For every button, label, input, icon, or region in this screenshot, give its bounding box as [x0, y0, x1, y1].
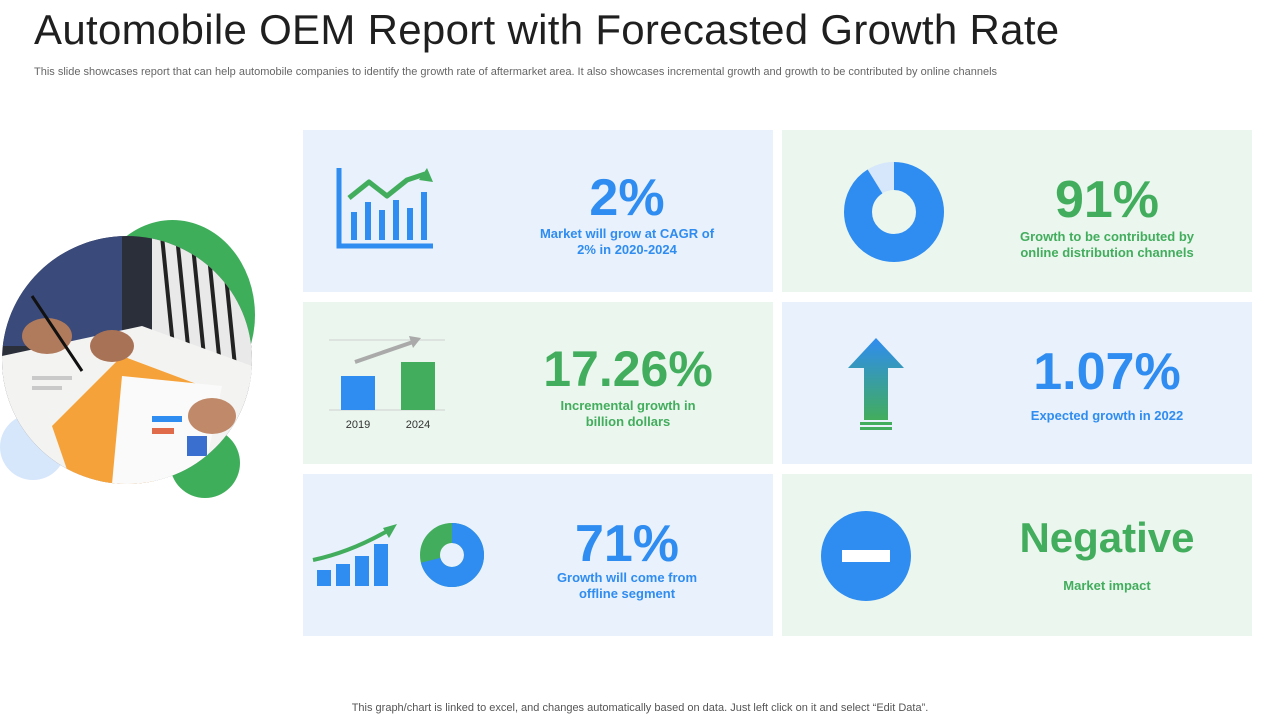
stat-desc-line2: 2% in 2020-2024	[577, 242, 677, 257]
stat-desc-line1: Market will grow at CAGR of	[539, 226, 715, 241]
card-cagr: 2% Market will grow at CAGR of 2% in 202…	[303, 130, 773, 292]
page-title: Automobile OEM Report with Forecasted Gr…	[34, 6, 1060, 53]
footer-note: This graph/chart is linked to excel, and…	[351, 702, 929, 714]
growth-chart-icon	[336, 168, 433, 249]
business-photo	[2, 236, 252, 484]
donut-chart-icon	[844, 162, 944, 262]
stat-value: Negative	[1019, 514, 1195, 561]
stat-value: 17.26%	[543, 341, 713, 397]
stat-desc-line2: offline segment	[578, 586, 676, 601]
card-market-impact: Negative Market impact	[782, 474, 1252, 636]
stat-desc-line1: Incremental growth in	[560, 398, 696, 413]
stat-value: 71%	[574, 515, 680, 573]
bar-comparison-icon: 2019 2024	[329, 336, 445, 431]
stat-value: 91%	[1054, 171, 1160, 229]
photo-collage	[0, 218, 262, 500]
stat-desc-line1: Growth to be contributed by	[1019, 229, 1195, 244]
stat-value: 1.07%	[1033, 343, 1181, 401]
card-offline-segment: 71% Growth will come from offline segmen…	[303, 474, 773, 636]
stat-value: 2%	[589, 169, 665, 227]
stat-desc-line1: Expected growth in 2022	[1030, 408, 1184, 423]
rising-bars-icon	[312, 524, 397, 586]
bar-label-2024: 2024	[406, 419, 430, 431]
card-online-channels: 91% Growth to be contributed by online d…	[782, 130, 1252, 292]
stat-desc-line2: online distribution channels	[1020, 245, 1194, 260]
bar-label-2019: 2019	[346, 419, 370, 431]
stat-desc-line1: Growth will come from	[556, 570, 698, 585]
card-expected-growth: 1.07% Expected growth in 2022	[782, 302, 1252, 464]
up-arrow-icon	[848, 338, 904, 430]
stat-desc-line1: Market impact	[1063, 578, 1151, 593]
card-incremental-growth: 2019 2024 17.26% Incremental growth in b…	[303, 302, 773, 464]
donut-chart-icon	[420, 523, 484, 587]
page-subtitle: This slide showcases report that can hel…	[34, 66, 998, 78]
stat-desc-line2: billion dollars	[585, 414, 671, 429]
minus-circle-icon	[821, 511, 911, 601]
